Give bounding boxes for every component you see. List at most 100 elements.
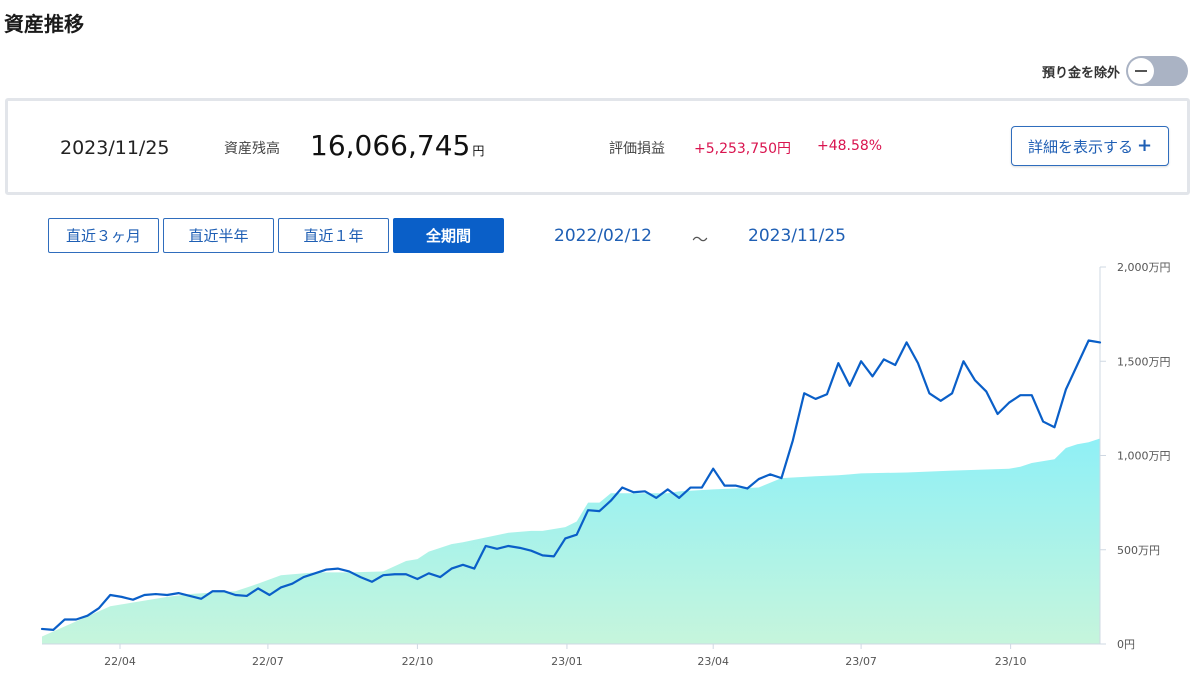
page-title: 資産推移 xyxy=(4,12,84,36)
profit-loss-label: 評価損益 xyxy=(609,141,665,157)
range-start-date[interactable]: 2022/02/12 xyxy=(554,226,652,246)
asset-point xyxy=(234,594,236,596)
asset-point xyxy=(621,486,623,489)
exclude-deposit-toggle[interactable] xyxy=(1126,56,1188,86)
asset-point xyxy=(1008,402,1010,404)
asset-point xyxy=(223,590,225,592)
minus-icon xyxy=(1135,70,1147,72)
y-tick-label: 1,000万円 xyxy=(1117,450,1171,463)
asset-point xyxy=(803,392,805,394)
asset-summary-card: 2023/11/25 資産残高 16,066,745 円 評価損益 +5,253,… xyxy=(5,98,1190,195)
y-tick-label: 0円 xyxy=(1117,638,1135,651)
period-all-button[interactable]: 全期間 xyxy=(393,218,504,253)
show-details-label: 詳細を表示する xyxy=(1027,137,1133,156)
asset-point xyxy=(485,545,487,547)
asset-point xyxy=(200,598,202,600)
balance-amount: 16,066,745 xyxy=(310,129,471,162)
asset-point xyxy=(644,490,646,492)
asset-point xyxy=(928,392,930,394)
asset-point xyxy=(246,595,248,597)
asset-point xyxy=(64,618,66,621)
asset-point xyxy=(940,400,942,402)
asset-point xyxy=(280,586,282,589)
balance-unit: 円 xyxy=(472,144,485,158)
asset-point xyxy=(1019,394,1021,396)
toggle-knob xyxy=(1128,58,1154,84)
asset-point xyxy=(348,570,350,573)
asset-point xyxy=(678,497,680,499)
profit-loss-amount: +5,253,750円 xyxy=(694,141,791,157)
asset-point xyxy=(632,491,635,493)
asset-point xyxy=(155,593,157,595)
asset-point xyxy=(723,485,726,487)
balance-value: 16,066,745 円 xyxy=(310,129,484,162)
asset-point xyxy=(974,379,976,381)
asset-point xyxy=(564,537,566,540)
asset-point xyxy=(701,486,703,489)
x-tick-label: 22/04 xyxy=(104,655,136,668)
asset-point xyxy=(519,547,521,549)
asset-point xyxy=(1065,388,1067,391)
asset-point xyxy=(325,568,328,571)
exclude-deposit-label: 預り金を除外 xyxy=(1041,65,1120,81)
asset-point xyxy=(189,595,191,597)
asset-point xyxy=(1053,426,1056,428)
period-half-year-button[interactable]: 直近半年 xyxy=(163,218,274,253)
x-tick-label: 22/07 xyxy=(252,655,284,668)
asset-point xyxy=(394,573,396,575)
period-3-months-button[interactable]: 直近３ヶ月 xyxy=(48,218,159,253)
asset-point xyxy=(337,568,339,570)
asset-point xyxy=(257,587,259,589)
asset-point xyxy=(894,364,896,366)
asset-point xyxy=(712,468,714,470)
asset-point xyxy=(121,596,123,598)
range-separator: 〜 xyxy=(692,230,709,249)
y-tick-label: 1,500万円 xyxy=(1117,355,1171,368)
x-tick-label: 23/04 xyxy=(697,655,729,668)
y-tick-label: 2,000万円 xyxy=(1117,261,1171,274)
principal-area xyxy=(42,438,1100,644)
asset-point xyxy=(359,576,362,578)
asset-point xyxy=(587,509,589,511)
asset-point xyxy=(667,488,669,491)
asset-point xyxy=(849,385,851,387)
asset-point xyxy=(507,545,510,547)
asset-point xyxy=(655,497,657,499)
asset-point xyxy=(883,358,885,360)
balance-label: 資産残高 xyxy=(224,141,280,157)
asset-point xyxy=(871,375,874,377)
asset-point xyxy=(1076,364,1078,366)
show-details-button[interactable]: 詳細を表示する + xyxy=(1011,126,1169,166)
asset-point xyxy=(769,473,771,475)
asset-point xyxy=(553,555,555,557)
asset-point xyxy=(1099,341,1101,343)
asset-point xyxy=(758,478,760,480)
asset-point xyxy=(951,392,953,394)
exclude-deposit-toggle-group: 預り金を除外 xyxy=(1042,56,1188,86)
asset-point xyxy=(906,341,908,343)
asset-point xyxy=(473,568,475,570)
range-end-date[interactable]: 2023/11/25 xyxy=(748,226,846,246)
asset-point xyxy=(98,607,100,609)
asset-point xyxy=(405,573,407,575)
asset-point xyxy=(917,362,919,364)
asset-point xyxy=(1042,420,1044,423)
period-1-year-button[interactable]: 直近１年 xyxy=(278,218,389,253)
y-tick-label: 500万円 xyxy=(1117,544,1160,557)
asset-point xyxy=(428,572,430,574)
asset-point xyxy=(462,564,464,566)
asset-point xyxy=(75,618,77,621)
asset-point xyxy=(780,477,783,479)
asset-point xyxy=(826,393,828,395)
asset-point xyxy=(1088,339,1090,342)
asset-point xyxy=(382,574,384,576)
asset-point xyxy=(450,568,453,570)
asset-point xyxy=(962,360,965,362)
asset-point xyxy=(814,398,817,400)
x-tick-label: 22/10 xyxy=(402,655,434,668)
asset-point xyxy=(541,554,544,557)
asset-point xyxy=(109,594,111,596)
asset-point xyxy=(598,510,601,512)
asset-point xyxy=(416,578,419,580)
asset-line xyxy=(40,339,1102,631)
